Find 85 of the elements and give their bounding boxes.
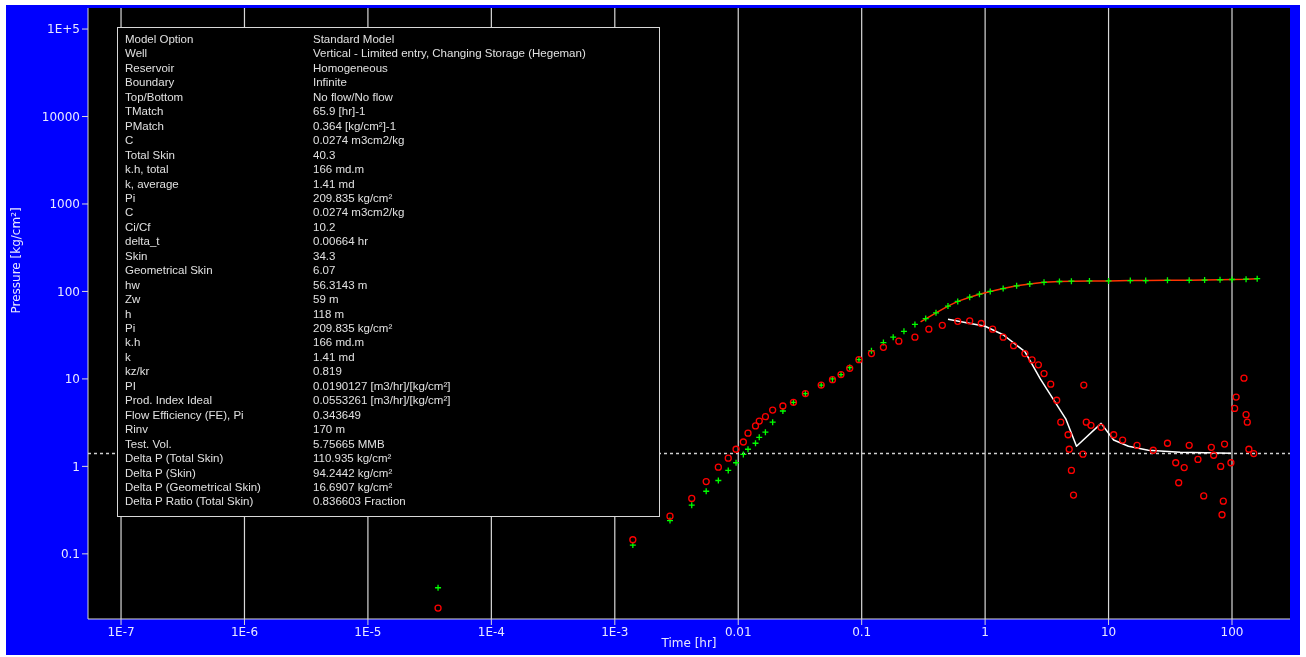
annotation: kz/kr — [125, 365, 151, 378]
y-tick-label: 1000 — [49, 197, 80, 212]
annotation: C — [125, 206, 135, 219]
annotation: 0.00664 hr — [313, 235, 368, 248]
annotation: PMatch — [125, 119, 165, 132]
x-tick-label: 10 — [1100, 624, 1117, 639]
y-tick-label: 10000 — [41, 109, 80, 124]
annotation: k — [125, 350, 132, 363]
annotation: 0.819 — [313, 365, 342, 378]
annotation: Skin — [125, 249, 149, 262]
y-tick-label: 1E+5 — [47, 22, 80, 37]
annotation: k.h, total — [125, 163, 170, 176]
annotation: Boundary — [125, 76, 176, 89]
annotation: Flow Efficiency (FE), Pi — [125, 408, 245, 421]
annotation: C — [125, 134, 135, 147]
annotation: 94.2442 kg/cm² — [313, 466, 393, 479]
annotation: 1.41 md — [313, 177, 355, 190]
x-tick-label: 1 — [981, 624, 989, 639]
annotation: Pi — [125, 322, 137, 334]
annotation: No flow/No flow — [313, 90, 393, 103]
annotation: Delta P (Skin) — [125, 466, 197, 479]
y-axis-title: Pressure [kg/cm²] — [9, 207, 24, 314]
annotation: Total Skin — [125, 148, 176, 161]
annotation: Rinv — [125, 423, 149, 436]
annotation: 209.835 kg/cm² — [313, 322, 393, 334]
annotation: 5.75665 MMB — [313, 437, 385, 450]
x-tick-label: 1E-6 — [230, 624, 259, 639]
annotation: Reservoir — [125, 61, 176, 74]
annotation: Vertical - Limited entry, Changing Storage (Hegeman) — [313, 47, 586, 60]
annotation: 40.3 — [313, 148, 336, 161]
annotation: 10.2 — [313, 220, 336, 233]
annotation: PI — [125, 379, 137, 392]
annotation: 170 m — [313, 423, 345, 436]
annotation: 59 m — [313, 293, 339, 306]
annotation: Zw — [125, 293, 142, 306]
annotation: Well — [125, 47, 149, 60]
annotation: 0.0190127 [m3/hr]/[kg/cm²] — [313, 379, 451, 392]
annotation: 56.3143 m — [313, 278, 368, 291]
annotation: h — [125, 307, 133, 320]
annotation: 65.9 [hr]-1 — [313, 105, 366, 118]
annotation: 166 md.m — [313, 336, 365, 349]
annotation: 1.41 md — [313, 350, 355, 363]
y-tick-label: 0.1 — [60, 547, 80, 562]
annotation: delta_t — [125, 235, 161, 248]
annotation: 0.343649 — [313, 408, 361, 421]
annotation: Top/Bottom — [125, 90, 185, 103]
annotation: 118 m — [313, 307, 345, 320]
x-tick-label: 100 — [1220, 624, 1244, 639]
annotation: 34.3 — [313, 249, 336, 262]
annotation: 0.836603 Fraction — [313, 495, 406, 508]
annotation: k.h — [125, 336, 142, 349]
x-tick-label: 1E-3 — [601, 624, 629, 639]
annotation: 166 md.m — [313, 163, 365, 176]
x-tick-label: 0.1 — [852, 624, 872, 639]
x-tick-label: 1E-7 — [107, 624, 135, 639]
y-tick-label: 10 — [64, 372, 80, 387]
annotation: hw — [125, 278, 141, 291]
annotation: Homogeneous — [313, 61, 388, 74]
annotation: Test. Vol. — [125, 437, 173, 450]
x-tick-label: 0.01 — [724, 624, 752, 639]
annotation: 0.0553261 [m3/hr]/[kg/cm²] — [313, 394, 451, 407]
annotation: Prod. Index Ideal — [125, 394, 213, 407]
x-tick-label: 1E-4 — [477, 624, 505, 639]
y-tick-label: 1 — [72, 459, 80, 474]
annotation: Ci/Cf — [125, 220, 152, 233]
annotation: 0.364 [kg/cm²]-1 — [313, 119, 397, 132]
annotation: Delta P (Geometrical Skin) — [125, 480, 262, 493]
y-tick-label: 100 — [57, 284, 80, 299]
annotation: Delta P Ratio (Total Skin) — [125, 495, 255, 508]
annotation: 209.835 kg/cm² — [313, 191, 393, 204]
annotation: Delta P (Total Skin) — [125, 452, 225, 465]
x-tick-label: 1E-5 — [354, 624, 382, 639]
annotation: Pi — [125, 191, 137, 204]
annotation: Infinite — [313, 76, 347, 89]
annotation: Standard Model — [313, 33, 395, 45]
annotation: 0.0274 m3cm2/kg — [313, 134, 405, 147]
annotation: Geometrical Skin — [125, 264, 214, 277]
annotation: 6.07 — [313, 264, 336, 277]
annotation: k, average — [125, 177, 180, 190]
annotation: 16.6907 kg/cm² — [313, 480, 393, 493]
annotation: 0.0274 m3cm2/kg — [313, 206, 405, 219]
annotation: TMatch — [125, 105, 165, 118]
annotation: 110.935 kg/cm² — [313, 452, 392, 465]
x-axis-title: Time [hr] — [660, 636, 717, 650]
annotation: Model Option — [125, 33, 195, 45]
